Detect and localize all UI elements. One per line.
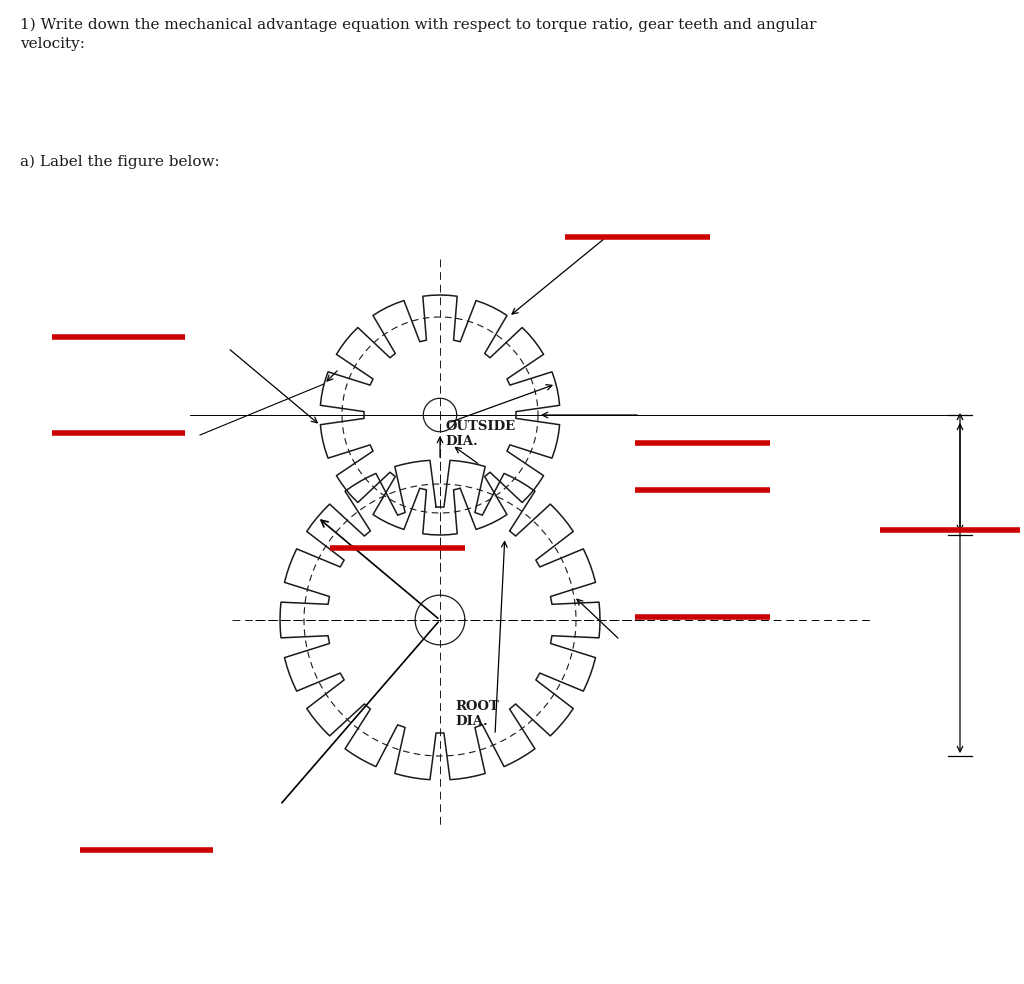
Text: OUTSIDE
DIA.: OUTSIDE DIA. bbox=[445, 420, 515, 448]
Text: a) Label the figure below:: a) Label the figure below: bbox=[20, 155, 220, 169]
Text: 1) Write down the mechanical advantage equation with respect to torque ratio, ge: 1) Write down the mechanical advantage e… bbox=[20, 18, 816, 51]
Text: ROOT
DIA.: ROOT DIA. bbox=[455, 700, 499, 728]
